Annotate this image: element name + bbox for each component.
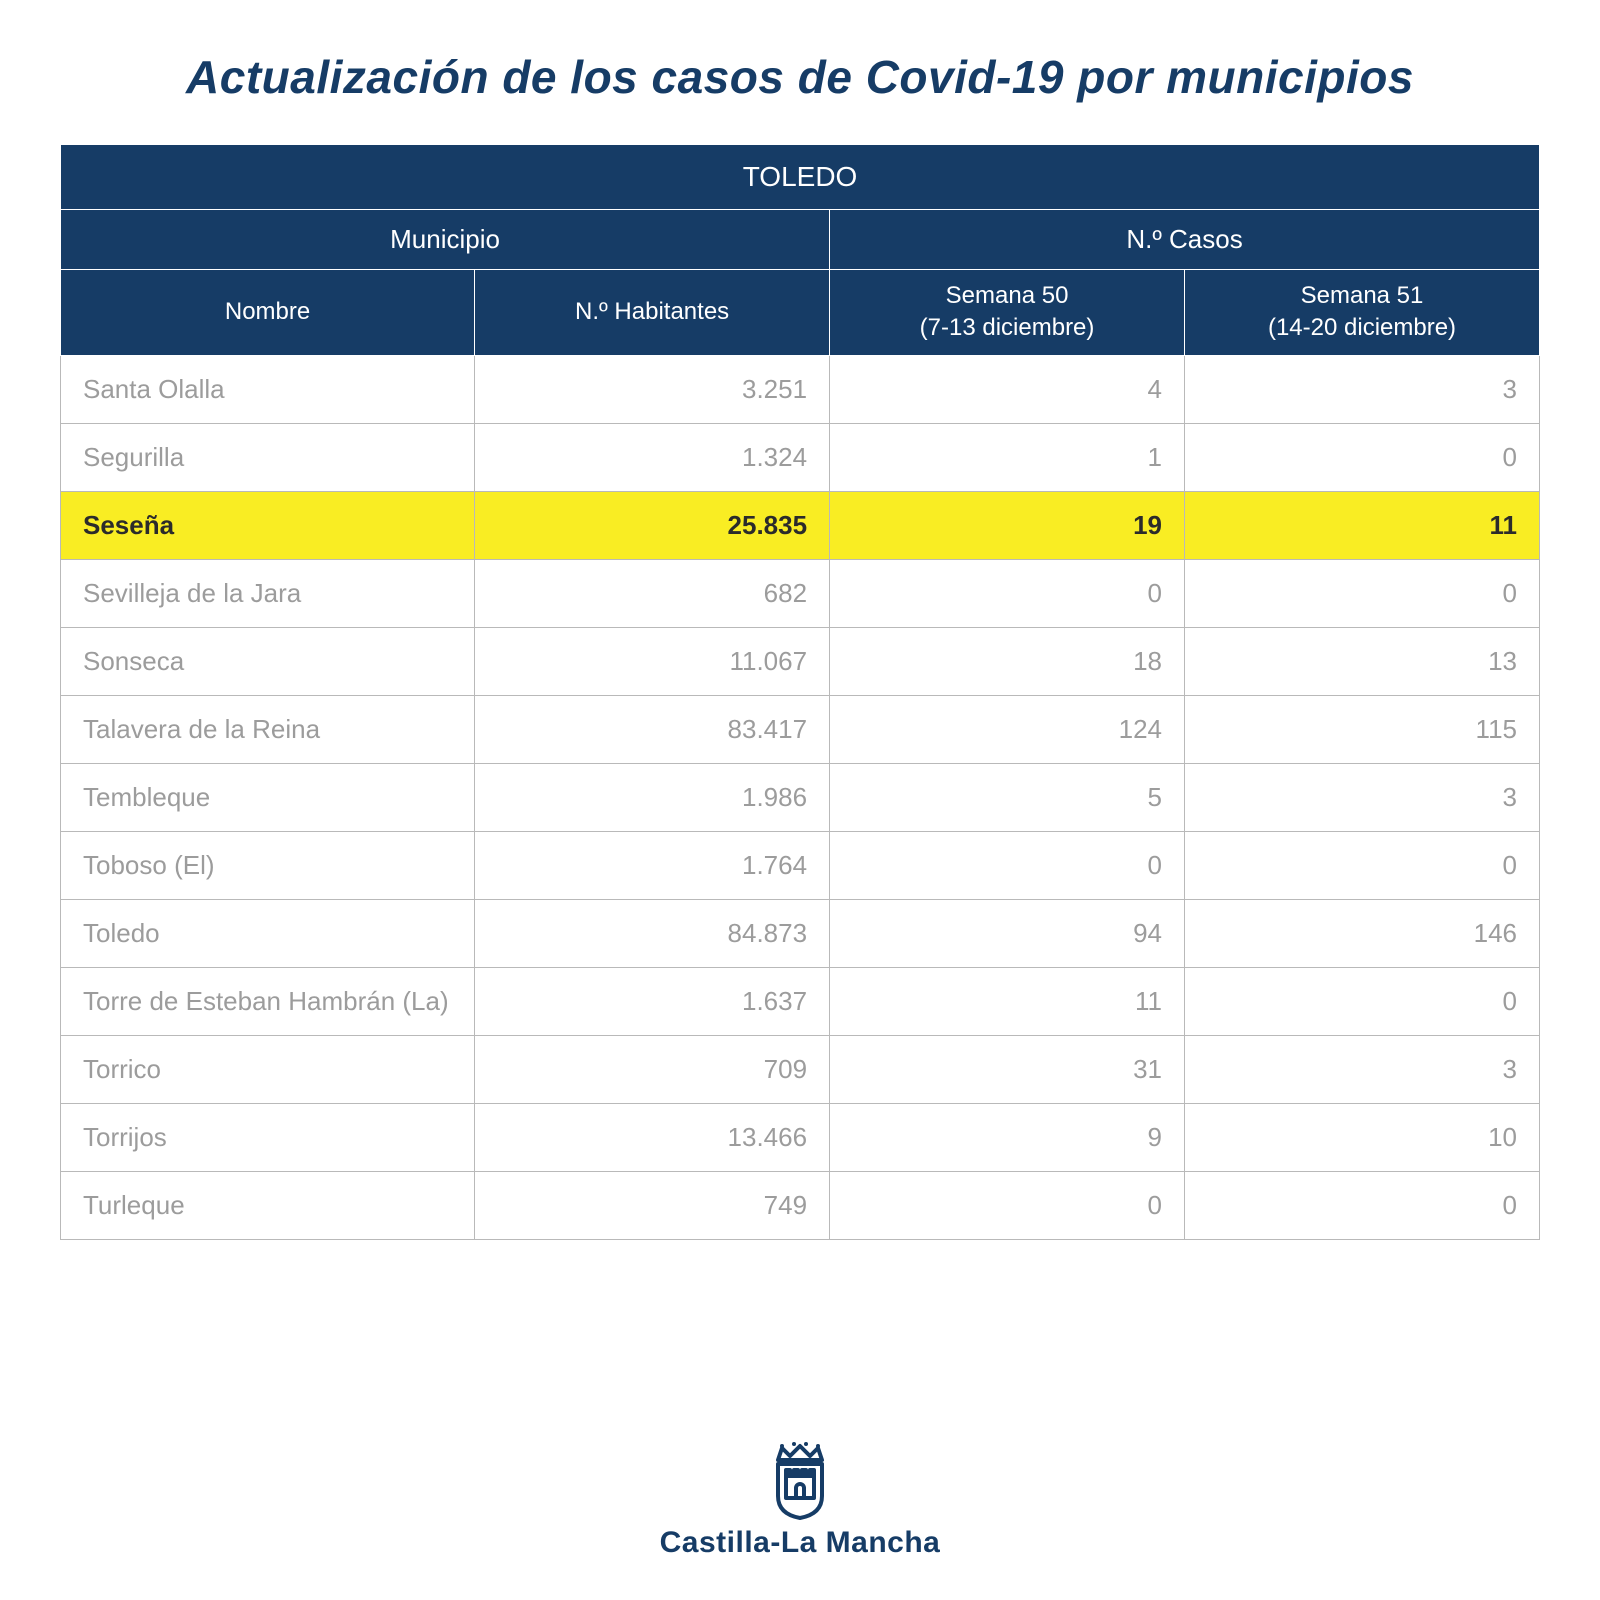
- semana50-line2: (7-13 diciembre): [920, 314, 1095, 341]
- cell-habitantes: 1.764: [475, 831, 830, 899]
- cell-semana50: 31: [830, 1035, 1185, 1103]
- table-row: Torrico709313: [61, 1035, 1540, 1103]
- cell-name: Sevilleja de la Jara: [61, 559, 475, 627]
- cell-name: Santa Olalla: [61, 355, 475, 423]
- region-name: Castilla-La Mancha: [660, 1526, 941, 1560]
- cell-habitantes: 1.986: [475, 763, 830, 831]
- table-row: Torrijos13.466910: [61, 1103, 1540, 1171]
- cell-semana50: 19: [830, 491, 1185, 559]
- cell-habitantes: 749: [475, 1171, 830, 1239]
- semana51-line1: Semana 51: [1301, 282, 1424, 309]
- table-row: Santa Olalla3.25143: [61, 355, 1540, 423]
- cell-name: Talavera de la Reina: [61, 695, 475, 763]
- cell-semana50: 94: [830, 899, 1185, 967]
- cell-semana51: 0: [1185, 831, 1540, 899]
- cell-habitantes: 84.873: [475, 899, 830, 967]
- cell-semana51: 3: [1185, 763, 1540, 831]
- cell-semana50: 124: [830, 695, 1185, 763]
- cell-habitantes: 3.251: [475, 355, 830, 423]
- table-row: Segurilla1.32410: [61, 423, 1540, 491]
- cell-name: Sonseca: [61, 627, 475, 695]
- col-nombre: Nombre: [61, 270, 475, 356]
- footer: Castilla-La Mancha: [0, 1440, 1600, 1560]
- cell-name: Torre de Esteban Hambrán (La): [61, 967, 475, 1035]
- table-row: Toboso (El)1.76400: [61, 831, 1540, 899]
- cell-name: Turleque: [61, 1171, 475, 1239]
- castle-icon: [764, 1440, 836, 1520]
- col-semana51: Semana 51 (14-20 diciembre): [1185, 270, 1540, 356]
- cell-habitantes: 25.835: [475, 491, 830, 559]
- cell-semana50: 0: [830, 831, 1185, 899]
- cell-habitantes: 13.466: [475, 1103, 830, 1171]
- cell-habitantes: 11.067: [475, 627, 830, 695]
- table-row: Turleque74900: [61, 1171, 1540, 1239]
- province-header: TOLEDO: [61, 145, 1540, 210]
- table-row: Sevilleja de la Jara68200: [61, 559, 1540, 627]
- cell-habitantes: 709: [475, 1035, 830, 1103]
- cell-name: Seseña: [61, 491, 475, 559]
- casos-header: N.º Casos: [830, 210, 1540, 270]
- cell-semana50: 9: [830, 1103, 1185, 1171]
- cell-name: Tembleque: [61, 763, 475, 831]
- cell-semana51: 3: [1185, 355, 1540, 423]
- table-row: Talavera de la Reina83.417124115: [61, 695, 1540, 763]
- cell-name: Torrijos: [61, 1103, 475, 1171]
- cell-semana51: 0: [1185, 559, 1540, 627]
- cell-semana50: 5: [830, 763, 1185, 831]
- cell-semana51: 11: [1185, 491, 1540, 559]
- table-row: Seseña25.8351911: [61, 491, 1540, 559]
- cell-semana51: 0: [1185, 1171, 1540, 1239]
- table-row: Torre de Esteban Hambrán (La)1.637110: [61, 967, 1540, 1035]
- cell-semana51: 10: [1185, 1103, 1540, 1171]
- cell-semana50: 0: [830, 1171, 1185, 1239]
- col-semana50: Semana 50 (7-13 diciembre): [830, 270, 1185, 356]
- cell-semana51: 146: [1185, 899, 1540, 967]
- region-logo: Castilla-La Mancha: [660, 1440, 941, 1560]
- cell-habitantes: 83.417: [475, 695, 830, 763]
- col-habitantes: N.º Habitantes: [475, 270, 830, 356]
- cell-semana51: 0: [1185, 423, 1540, 491]
- cell-semana51: 3: [1185, 1035, 1540, 1103]
- cell-name: Toledo: [61, 899, 475, 967]
- cell-semana51: 115: [1185, 695, 1540, 763]
- cell-habitantes: 1.637: [475, 967, 830, 1035]
- semana50-line1: Semana 50: [946, 282, 1069, 309]
- cell-semana50: 11: [830, 967, 1185, 1035]
- cell-semana51: 13: [1185, 627, 1540, 695]
- cell-semana50: 18: [830, 627, 1185, 695]
- cell-habitantes: 1.324: [475, 423, 830, 491]
- cell-name: Toboso (El): [61, 831, 475, 899]
- semana51-line2: (14-20 diciembre): [1268, 314, 1456, 341]
- page-title: Actualización de los casos de Covid-19 p…: [60, 50, 1540, 104]
- cell-semana50: 0: [830, 559, 1185, 627]
- cell-semana51: 0: [1185, 967, 1540, 1035]
- table-row: Toledo84.87394146: [61, 899, 1540, 967]
- cell-name: Torrico: [61, 1035, 475, 1103]
- table-row: Tembleque1.98653: [61, 763, 1540, 831]
- municipio-header: Municipio: [61, 210, 830, 270]
- table-row: Sonseca11.0671813: [61, 627, 1540, 695]
- cell-name: Segurilla: [61, 423, 475, 491]
- cell-semana50: 4: [830, 355, 1185, 423]
- cases-table: TOLEDO Municipio N.º Casos Nombre N.º Ha…: [60, 144, 1540, 1240]
- cell-habitantes: 682: [475, 559, 830, 627]
- cell-semana50: 1: [830, 423, 1185, 491]
